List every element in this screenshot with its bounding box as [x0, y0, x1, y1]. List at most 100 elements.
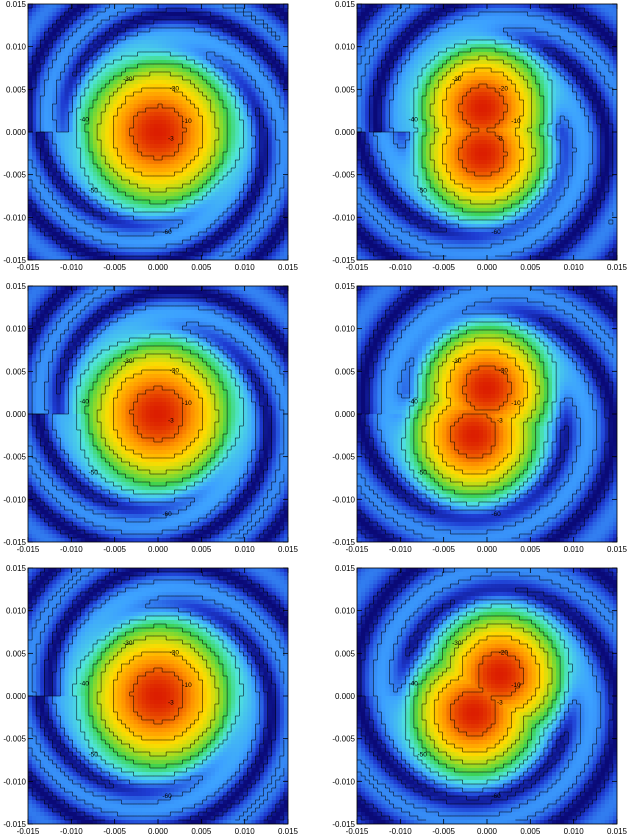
heatmap-cell: [604, 44, 610, 49]
heatmap-cell: [527, 24, 533, 29]
heatmap-cell: [64, 152, 70, 157]
heatmap-cell: [275, 228, 281, 233]
heatmap-cell: [283, 116, 288, 121]
heatmap-cell: [137, 172, 143, 177]
heatmap-cell: [210, 216, 216, 221]
heatmap-cell: [247, 172, 253, 177]
heatmap-cell: [36, 188, 41, 193]
heatmap-cell: [279, 160, 285, 165]
heatmap-cell: [145, 48, 151, 53]
heatmap-cell: [198, 44, 204, 49]
heatmap-cell: [141, 24, 147, 29]
heatmap-cell: [80, 4, 86, 9]
heatmap-cell: [113, 52, 118, 57]
heatmap-cell: [153, 176, 159, 181]
heatmap-cell: [417, 28, 423, 33]
heatmap-cell: [162, 92, 167, 97]
heatmap-cell: [137, 4, 143, 9]
heatmap-cell: [93, 184, 98, 189]
heatmap-cell: [206, 216, 212, 221]
heatmap-cell: [60, 168, 66, 173]
heatmap-cell: [482, 16, 488, 21]
heatmap-cell: [263, 100, 269, 105]
heatmap-cell: [247, 168, 253, 173]
heatmap-cell: [271, 68, 277, 73]
heatmap-cell: [141, 192, 147, 197]
heatmap-cell: [80, 84, 86, 89]
heatmap-cell: [88, 176, 94, 181]
heatmap-cell: [133, 108, 139, 113]
heatmap-cell: [166, 192, 171, 197]
heatmap-cell: [141, 28, 147, 33]
heatmap-cell: [271, 136, 277, 141]
heatmap-cell: [458, 16, 464, 21]
heatmap-cell: [186, 132, 192, 137]
heatmap-cell: [68, 132, 74, 137]
heatmap-cell: [133, 172, 139, 177]
heatmap-cell: [279, 96, 285, 101]
heatmap-cell: [279, 28, 285, 33]
heatmap-cell: [231, 192, 236, 197]
heatmap-cell: [227, 28, 232, 33]
heatmap-cell: [247, 120, 253, 125]
heatmap-cell: [275, 152, 281, 157]
heatmap-cell: [259, 20, 265, 25]
heatmap-cell: [166, 96, 171, 101]
heatmap-cell: [121, 44, 127, 49]
heatmap-cell: [507, 36, 512, 41]
heatmap-cell: [84, 64, 90, 69]
heatmap-cell: [137, 100, 143, 105]
heatmap-cell: [149, 44, 155, 49]
heatmap-cell: [80, 140, 86, 145]
heatmap-cell: [56, 96, 62, 101]
heatmap-cell: [377, 44, 382, 49]
heatmap-cell: [125, 144, 131, 149]
heatmap-cell: [373, 4, 378, 9]
heatmap-cell: [64, 192, 70, 197]
heatmap-cell: [210, 156, 216, 161]
heatmap-cell: [547, 16, 553, 21]
heatmap-cell: [462, 8, 468, 13]
heatmap-cell: [361, 36, 366, 41]
heatmap-cell: [170, 224, 175, 229]
heatmap-cell: [129, 188, 135, 193]
heatmap-cell: [218, 196, 224, 201]
heatmap-cell: [109, 24, 114, 29]
heatmap-cell: [84, 184, 90, 189]
heatmap-cell: [166, 52, 171, 57]
heatmap-cell: [105, 124, 110, 129]
heatmap-cell: [117, 124, 123, 129]
heatmap-cell: [243, 212, 248, 217]
heatmap-cell: [40, 236, 45, 241]
heatmap-cell: [474, 48, 480, 53]
heatmap-cell: [97, 164, 102, 169]
heatmap-cell: [158, 168, 163, 173]
heatmap-cell: [247, 76, 253, 81]
heatmap-cell: [32, 208, 37, 213]
heatmap-cell: [198, 168, 204, 173]
heatmap-cell: [137, 240, 143, 245]
heatmap-cell: [101, 4, 106, 9]
heatmap-cell: [227, 48, 232, 53]
heatmap-cell: [271, 8, 277, 13]
heatmap-cell: [113, 136, 118, 141]
heatmap-cell: [247, 208, 253, 213]
heatmap-cell: [174, 4, 179, 9]
heatmap-cell: [263, 212, 269, 217]
heatmap-cell: [190, 128, 196, 133]
heatmap-cell: [48, 144, 53, 149]
heatmap-cell: [255, 16, 261, 21]
heatmap-cell: [283, 4, 288, 9]
heatmap-cell: [190, 48, 196, 53]
heatmap-cell: [263, 220, 269, 225]
heatmap-cell: [470, 40, 476, 45]
heatmap-cell: [174, 120, 179, 125]
heatmap-cell: [235, 244, 240, 249]
heatmap-cell: [202, 188, 208, 193]
heatmap-cell: [125, 108, 131, 113]
heatmap-cell: [44, 92, 49, 97]
heatmap-cell: [186, 236, 192, 241]
heatmap-cell: [149, 68, 155, 73]
heatmap-cell: [178, 132, 183, 137]
heatmap-cell: [231, 108, 236, 113]
